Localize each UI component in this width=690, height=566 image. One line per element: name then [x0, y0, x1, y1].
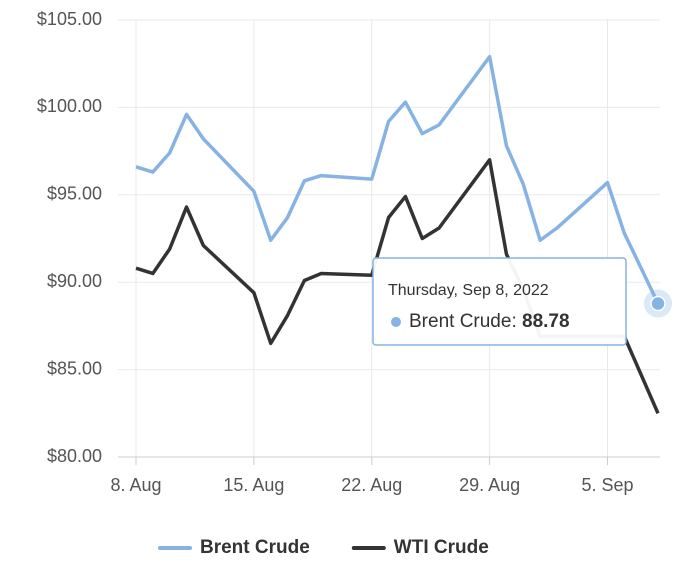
tooltip-header: Thursday, Sep 8, 2022 — [388, 282, 549, 299]
y-tick-label: $95.00 — [47, 184, 102, 204]
x-tick-label: 22. Aug — [341, 475, 402, 495]
tooltip-value: 88.78 — [522, 311, 570, 332]
legend-label: Brent Crude — [200, 537, 310, 558]
tooltip: Thursday, Sep 8, 2022 Brent Crude: 88.78 — [372, 257, 627, 346]
y-tick-label: $80.00 — [47, 446, 102, 466]
grid — [118, 19, 660, 465]
series-line — [135, 54, 660, 305]
y-tick-label: $105.00 — [37, 9, 102, 29]
y-tick-label: $85.00 — [47, 358, 102, 378]
hover-marker — [650, 295, 666, 312]
tooltip-box — [372, 257, 627, 346]
legend-label: WTI Crude — [394, 537, 489, 558]
tooltip-label: Brent Crude: — [409, 311, 517, 332]
tooltip-swatch — [391, 317, 401, 327]
x-tick-label: 15. Aug — [223, 475, 284, 495]
plot — [135, 54, 660, 415]
x-tick-label: 5. Sep — [581, 475, 633, 495]
y-tick-label: $90.00 — [47, 271, 102, 291]
tooltip-line: Brent Crude: 88.78 — [409, 311, 570, 332]
y-tick-label: $100.00 — [37, 96, 102, 116]
x-tick-label: 29. Aug — [459, 475, 520, 495]
x-tick-label: 8. Aug — [110, 475, 161, 495]
